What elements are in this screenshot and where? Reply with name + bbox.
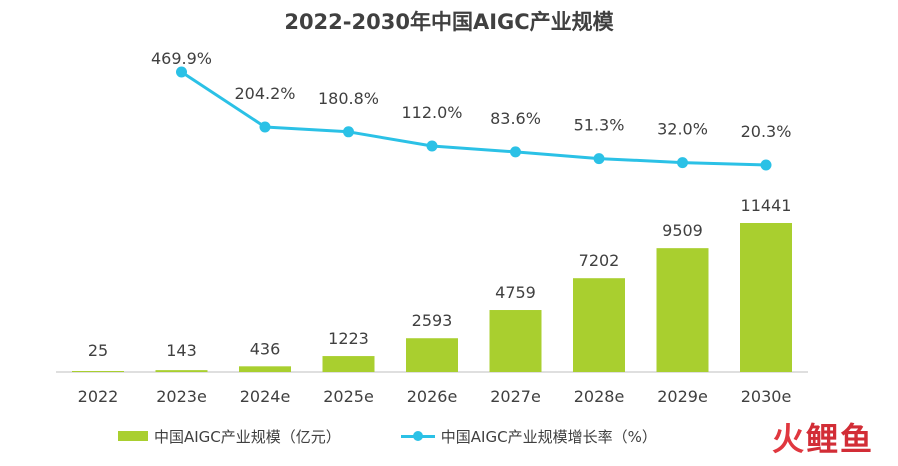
bar-value-label: 7202 [579,251,620,270]
line-point [426,140,438,152]
bar [656,248,709,372]
line-labels: 469.9% 204.2% 180.8% 112.0% 83.6% 51.3% 32.0% 2… [151,49,791,141]
x-tick-label: 2026e [407,387,458,406]
bar-value-label: 436 [250,339,281,358]
bar [740,223,792,372]
x-tick-label: 2029e [657,387,708,406]
line-series [176,66,772,171]
line-value-label: 32.0% [657,120,708,139]
bar-value-label: 25 [88,341,108,360]
line-value-label: 112.0% [401,103,462,122]
line-point [760,159,772,171]
legend-item-bar: 中国AIGC产业规模（亿元） [118,426,341,447]
x-tick-label: 2027e [490,387,541,406]
x-tick-label: 2030e [741,387,792,406]
line-point [259,121,271,133]
x-tick-label: 2023e [156,387,207,406]
bar [322,356,375,372]
x-tick-label: 2024e [240,387,291,406]
line-value-label: 180.8% [318,89,379,108]
x-tick-label: 2025e [323,387,374,406]
chart-title: 2022-2030年中国AIGC产业规模 [284,10,614,34]
bar [239,366,291,372]
watermark-text-1: 火 [771,420,806,458]
line-point [176,66,187,78]
bar-labels: 25 143 436 1223 2593 4759 7202 9509 11441 [88,196,792,360]
bar-value-label: 11441 [741,196,792,215]
legend-item-line: 中国AIGC产业规模增长率（%） [400,426,657,447]
bar-value-label: 1223 [328,329,369,348]
bar-series [72,223,792,372]
legend: 中国AIGC产业规模（亿元） 中国AIGC产业规模增长率（%） [118,424,717,448]
watermark-text-2: 鲤鱼 [805,420,874,458]
line-point [343,126,354,138]
legend-label-bar: 中国AIGC产业规模（亿元） [154,427,341,446]
growth-rate-line [180,70,767,167]
legend-label-line: 中国AIGC产业规模增长率（%） [440,427,657,446]
line-value-label: 20.3% [741,122,792,141]
line-value-label: 83.6% [490,109,541,128]
legend-swatch-line [400,430,435,442]
x-tick-label: 2022 [78,387,119,406]
x-tick-label: 2028e [574,387,625,406]
line-value-label: 204.2% [234,84,295,103]
line-value-label: 51.3% [574,116,625,135]
bar [72,371,124,372]
bar-value-label: 9509 [662,221,703,240]
bar [155,370,208,372]
bar-value-label: 143 [166,341,197,360]
bar-value-label: 2593 [412,311,453,330]
line-value-label: 469.9% [151,49,212,68]
bar [489,310,542,372]
watermark-logo: 火鲤鱼 [772,414,874,460]
x-axis-ticks: 2022 2023e 2024e 2025e 2026e 2027e 2028e 2029e 2… [78,387,792,406]
line-point [510,146,521,158]
line-point [677,157,688,169]
legend-swatch-bar [118,431,148,441]
line-point [593,153,605,165]
bar [406,338,458,372]
bar [573,278,625,372]
bar-value-label: 4759 [495,283,536,302]
